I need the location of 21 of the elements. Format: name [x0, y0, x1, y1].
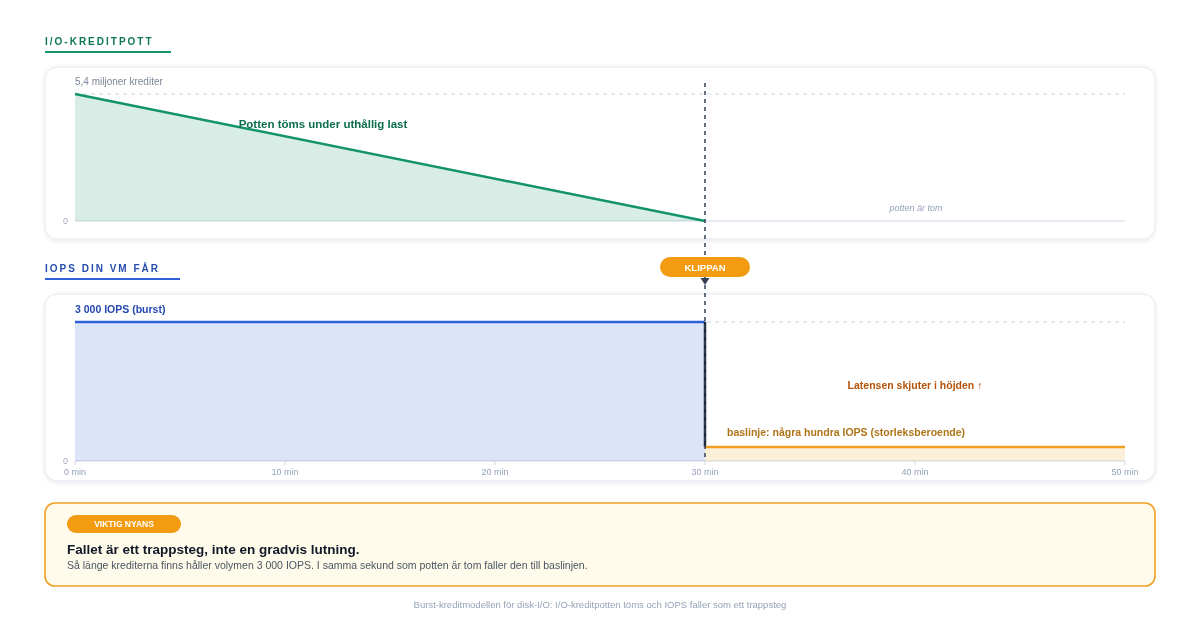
chart-title: I/O-KREDITPOTT [45, 36, 154, 47]
text: 0 [62, 216, 68, 226]
annotation: Latensen skjuter i höjden ↑ [847, 379, 983, 391]
x-tick-label: 30 min [691, 467, 719, 477]
x-tick-label: 10 min [271, 467, 299, 477]
chart-title: IOPS DIN VM FÅR [45, 262, 161, 274]
text: Burst-kreditmodellen för disk-I/O: I/O-kreditpotten töms och IOPS faller som ett trappsteg [413, 599, 787, 610]
text: VIKTIG NYANS [94, 519, 155, 529]
text: Fallet är ett trappsteg, inte en gradvis lutning. [67, 542, 360, 557]
annotation: Potten töms under uthållig last [238, 118, 408, 130]
annotation: potten är tom [888, 203, 944, 213]
text: 0 [62, 456, 68, 466]
ref-line-label: KLIPPAN [684, 261, 726, 273]
series-label: baslinje: några hundra IOPS (storleksberoende) [727, 426, 966, 439]
text: 5,4 miljoner krediter [75, 76, 164, 87]
x-tick-label: 20 min [481, 467, 509, 477]
x-tick-label: 0 min [63, 467, 87, 477]
text: Så länge krediterna finns håller volymen 3 000 IOPS. I samma sekund som potten är tom faller den till baslinjen. [67, 559, 588, 571]
x-tick-label: 40 min [901, 467, 929, 477]
x-tick-label: 50 min [1111, 467, 1139, 477]
text: 3 000 IOPS (burst) [75, 303, 166, 315]
